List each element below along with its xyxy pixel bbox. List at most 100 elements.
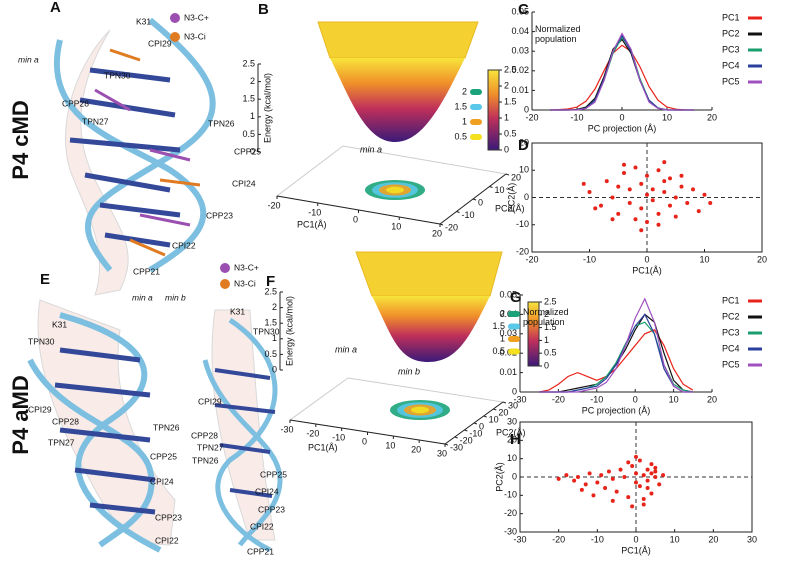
residue-label: min b xyxy=(165,292,186,302)
contour-label: 2 xyxy=(500,308,505,318)
legend-label: PC1 xyxy=(722,295,740,305)
residue-label: TPN27 xyxy=(82,116,109,126)
y-tick-label: 20 xyxy=(507,435,517,445)
contour-label: 2 xyxy=(462,86,467,96)
residue-label: CPI24 xyxy=(150,476,174,486)
scatter-point xyxy=(679,173,684,178)
legend-label: PC4 xyxy=(722,60,740,70)
y-tick-label: 10 xyxy=(489,414,499,424)
scatter-point xyxy=(645,173,649,178)
residue-label: CPP25 xyxy=(234,146,261,156)
scatter-point xyxy=(656,222,661,227)
floor-contour xyxy=(386,186,404,194)
scatter-point xyxy=(662,190,667,195)
y-tick-label: 10 xyxy=(519,165,529,175)
residue-label: TPN27 xyxy=(48,437,75,447)
scatter-point xyxy=(656,211,661,216)
x-tick-label: -30 xyxy=(280,424,293,434)
y-tick-label: -30 xyxy=(450,442,463,452)
surface-bowl xyxy=(372,296,490,362)
colorbar-tick-label: 1 xyxy=(504,112,509,122)
scatter-point xyxy=(618,467,623,472)
contour-label: 1.5 xyxy=(454,101,467,111)
annotation: min a xyxy=(360,144,382,154)
legend-label: PC5 xyxy=(722,359,740,369)
legend-swatch xyxy=(170,32,180,42)
y-axis-label: PC2(Å) xyxy=(495,203,525,213)
scatter-point xyxy=(639,228,644,233)
scatter-point xyxy=(639,206,644,211)
y-tick-label: -10 xyxy=(469,428,482,438)
scatter-point xyxy=(610,217,615,222)
y-tick-label: 0 xyxy=(524,104,529,114)
y-tick xyxy=(489,186,493,188)
residue-label: TPN27 xyxy=(197,442,224,452)
colorbar-tick-label: 0.5 xyxy=(504,128,517,138)
scatter-point xyxy=(685,200,690,205)
residue-label: K31 xyxy=(230,306,245,316)
legend-swatch xyxy=(170,13,180,23)
z-tick-label: 0.5 xyxy=(264,349,277,359)
legend-label: PC2 xyxy=(722,311,740,321)
scatter-point xyxy=(634,454,638,459)
scatter-point xyxy=(614,489,619,494)
y-axis-label: PC2(Å) xyxy=(506,183,516,213)
y-tick-label: 0 xyxy=(478,197,483,207)
residue-label: K31 xyxy=(136,16,151,26)
z-tick-label: 1 xyxy=(272,333,277,343)
scatter-point xyxy=(662,160,667,165)
residue-label: CPI29 xyxy=(28,404,52,414)
y-tick-label: 0.05 xyxy=(511,6,529,16)
y-tick xyxy=(456,211,460,213)
x-tick-label: 0 xyxy=(619,112,624,122)
scatter-point xyxy=(630,464,635,468)
contour-label: 1 xyxy=(500,333,505,343)
series-line xyxy=(550,38,694,111)
scatter-point xyxy=(610,476,615,481)
x-axis-label: PC1(Å) xyxy=(297,219,327,229)
scatter-point xyxy=(610,498,615,503)
scatter-point xyxy=(634,480,638,485)
z-tick-label: 1.5 xyxy=(264,318,277,328)
y-tick-label: -10 xyxy=(462,210,475,220)
colorbar-tick-label: 2.5 xyxy=(544,296,557,306)
y-tick-label: -30 xyxy=(504,526,517,536)
residue-label: CPI29 xyxy=(148,38,172,48)
residue-label: CPI24 xyxy=(255,486,279,496)
colorbar-tick-label: 1 xyxy=(544,335,549,345)
x-tick-label: -30 xyxy=(513,394,526,404)
scatter-point xyxy=(645,486,650,490)
y-tick-label: 0.05 xyxy=(499,289,517,299)
scatter-point xyxy=(593,206,598,211)
residue-label: CPP23 xyxy=(258,504,285,514)
residue-label: CPP25 xyxy=(150,451,177,461)
x-tick-label: 20 xyxy=(757,254,767,264)
residue-label: CPI29 xyxy=(198,396,222,406)
colorbar-tick-label: 0 xyxy=(544,360,549,370)
x-tick-label: 20 xyxy=(707,112,717,122)
residue-label: TPN26 xyxy=(192,455,219,465)
x-tick-label: 0 xyxy=(633,394,638,404)
x-tick-label: -20 xyxy=(525,254,538,264)
molecule-a xyxy=(54,17,216,296)
y-tick-label: 30 xyxy=(508,400,518,410)
scatter-point xyxy=(650,198,655,203)
scatter-point xyxy=(572,478,577,483)
residue-label: TPN30 xyxy=(28,336,55,346)
x-tick-label: 10 xyxy=(662,112,672,122)
z-tick-label: 2.5 xyxy=(264,286,277,296)
scatter-point xyxy=(583,482,588,487)
x-tick-label: -20 xyxy=(306,428,319,438)
x-tick-label: -10 xyxy=(590,394,603,404)
x-tick-label: 20 xyxy=(708,534,718,544)
y-tick-label: 0 xyxy=(512,471,517,481)
y-axis-label: PC2(Å) xyxy=(494,462,504,492)
y-tick xyxy=(505,173,510,176)
y-tick xyxy=(493,408,497,411)
contour-swatch xyxy=(508,311,520,317)
colorbar-tick-label: 1.5 xyxy=(544,322,557,332)
scatter-point xyxy=(630,504,635,509)
scatter-point xyxy=(576,475,580,479)
legend-swatch xyxy=(220,279,230,289)
panel-letter: B xyxy=(258,1,269,18)
